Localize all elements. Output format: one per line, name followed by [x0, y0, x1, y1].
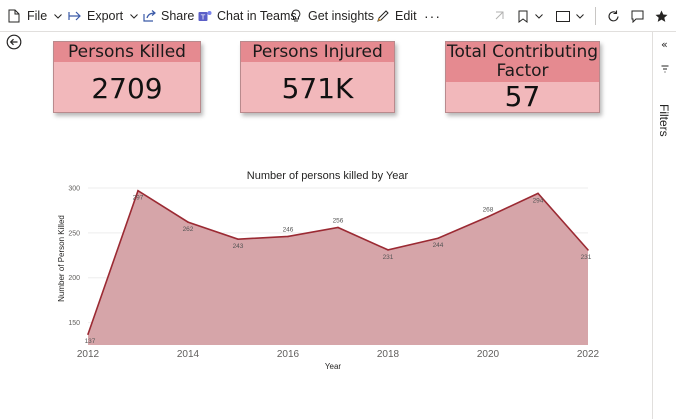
share-label: Share: [161, 9, 195, 23]
x-tick-label: 2018: [377, 349, 400, 360]
chat-in-teams-button[interactable]: T Chat in Teams: [198, 0, 297, 32]
edit-label: Edit: [395, 9, 417, 23]
y-tick-label: 300: [68, 186, 80, 193]
report-toolbar: File Export Share T Chat in Teams Get in…: [0, 0, 676, 32]
chevron-down-icon: [535, 13, 543, 19]
filters-label: Filters: [657, 104, 671, 137]
card-title-line: Total Contributing: [446, 42, 599, 62]
export-menu[interactable]: Export: [68, 0, 138, 32]
x-tick-label: 2022: [577, 349, 600, 360]
card-value: 2709: [91, 72, 163, 105]
lightbulb-icon: [291, 9, 301, 23]
card-title: Persons Killed: [54, 42, 200, 62]
refresh-icon: [607, 10, 620, 23]
data-label: 262: [183, 226, 194, 233]
x-tick-label: 2012: [77, 349, 100, 360]
back-button[interactable]: [6, 34, 22, 50]
data-point: [587, 249, 589, 251]
data-label: 243: [233, 243, 244, 250]
bookmark-menu[interactable]: [518, 0, 543, 32]
area-fill: [88, 190, 588, 345]
x-tick-label: 2020: [477, 349, 500, 360]
view-menu[interactable]: [556, 0, 584, 32]
edit-button[interactable]: Edit: [376, 0, 417, 32]
view-icon: [556, 10, 570, 22]
area-chart[interactable]: 300 250 200 150 137 297 262 243 246 256 231 244 268 2…: [0, 0, 652, 419]
data-label: 297: [133, 195, 144, 202]
share-icon: [143, 10, 156, 22]
card-value: 571K: [281, 72, 354, 105]
card-persons-injured[interactable]: Persons Injured 571K: [240, 41, 395, 113]
insights-label: Get insights: [308, 9, 375, 23]
data-label: 246: [283, 226, 294, 233]
star-icon: [655, 10, 668, 23]
filters-pane[interactable]: « Filters: [652, 32, 676, 419]
chevron-down-icon: [54, 13, 63, 19]
data-point: [87, 333, 89, 336]
more-options-button[interactable]: ···: [424, 8, 441, 24]
data-label: 137: [85, 338, 96, 345]
y-tick-label: 150: [68, 320, 80, 327]
get-insights-button[interactable]: Get insights: [291, 0, 374, 32]
data-point: [537, 192, 539, 195]
card-title-line: Factor: [496, 61, 549, 81]
teams-icon: T: [198, 10, 212, 23]
data-label: 244: [433, 242, 444, 249]
x-tick-label: 2014: [177, 349, 200, 360]
y-tick-label: 200: [68, 275, 80, 282]
card-persons-killed[interactable]: Persons Killed 2709: [53, 41, 201, 113]
x-axis-label: Year: [325, 362, 342, 371]
chat-label: Chat in Teams: [217, 9, 297, 23]
y-axis-label: Number of Person Killed: [57, 215, 66, 302]
data-label: 231: [383, 254, 394, 261]
data-point: [487, 215, 489, 218]
filter-funnel-icon: [661, 60, 669, 79]
y-tick-label: 250: [68, 230, 80, 237]
back-arrow-icon: [6, 34, 22, 54]
svg-text:T: T: [200, 13, 206, 21]
data-label: 294: [533, 197, 544, 204]
data-label: 268: [483, 207, 494, 214]
data-point: [437, 237, 439, 240]
comment-button[interactable]: [631, 0, 644, 32]
chevron-down-icon: [576, 13, 584, 19]
comment-icon: [631, 10, 644, 23]
card-value: 57: [504, 80, 541, 113]
data-label: 256: [333, 217, 344, 224]
collapse-chevron-icon[interactable]: «: [661, 38, 668, 51]
chart-title: Number of persons killed by Year: [246, 170, 409, 182]
data-point: [337, 226, 339, 229]
data-point: [187, 221, 189, 223]
export-label: Export: [87, 9, 124, 23]
file-menu[interactable]: File: [8, 0, 63, 32]
card-title: Total Contributing Factor: [446, 42, 599, 82]
toolbar-divider: [595, 7, 596, 25]
x-tick-label: 2016: [277, 349, 300, 360]
pencil-icon: [376, 9, 389, 23]
card-total-contributing-factor[interactable]: Total Contributing Factor 57: [445, 41, 600, 113]
refresh-button[interactable]: [607, 0, 620, 32]
reset-icon[interactable]: [494, 0, 506, 32]
data-point: [287, 235, 289, 238]
chevron-down-icon: [130, 13, 138, 19]
favorite-button[interactable]: [655, 0, 668, 32]
file-icon: [8, 9, 20, 23]
bookmark-icon: [518, 10, 528, 23]
share-button[interactable]: Share: [143, 0, 194, 32]
data-point: [387, 249, 389, 251]
data-label: 231: [581, 254, 592, 261]
file-label: File: [27, 9, 48, 23]
export-arrow-icon: [68, 11, 82, 21]
card-title: Persons Injured: [241, 42, 394, 62]
data-point: [137, 189, 139, 192]
data-point: [237, 238, 239, 240]
